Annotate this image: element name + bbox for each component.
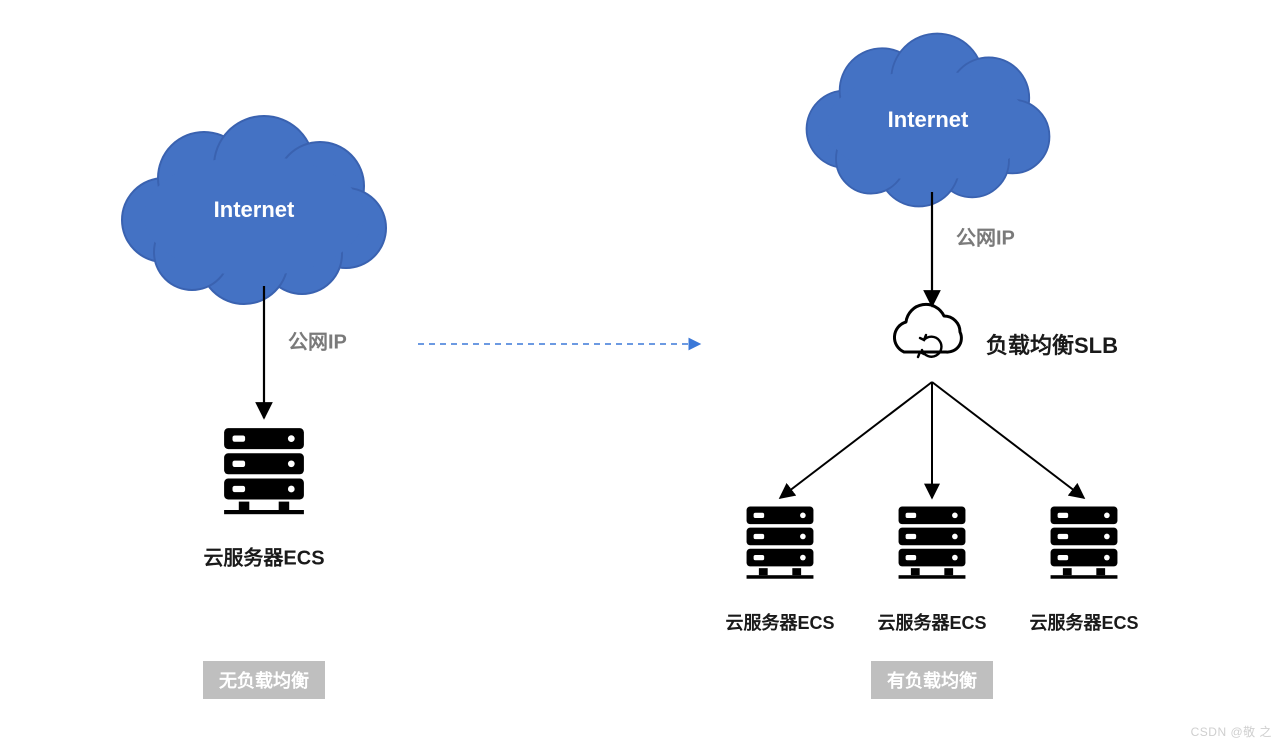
right-public-ip-label: 公网IP: [956, 222, 1015, 251]
diagram-canvas: [0, 0, 1284, 748]
left-public-ip-label: 公网IP: [288, 326, 347, 355]
right-ecs-label-2: 云服务器ECS: [1029, 609, 1138, 635]
load-balancer-icon: [894, 304, 961, 357]
left-ecs-label: 云服务器ECS: [203, 542, 324, 571]
fanout-arrow-2: [932, 382, 1084, 498]
server-icon: [899, 507, 966, 579]
right-ecs-label-1: 云服务器ECS: [877, 609, 986, 635]
right-cloud-label: Internet: [888, 107, 969, 133]
right-ecs-label-0: 云服务器ECS: [725, 609, 834, 635]
watermark: CSDN @敬 之: [1191, 723, 1272, 740]
server-icon: [224, 428, 304, 514]
slb-label: 负载均衡SLB: [986, 328, 1118, 360]
right-badge: 有负载均衡: [871, 661, 993, 699]
left-cloud-label: Internet: [214, 197, 295, 223]
server-icon: [1051, 507, 1118, 579]
left-badge: 无负载均衡: [203, 661, 325, 699]
server-icon: [747, 507, 814, 579]
fanout-arrow-0: [780, 382, 932, 498]
